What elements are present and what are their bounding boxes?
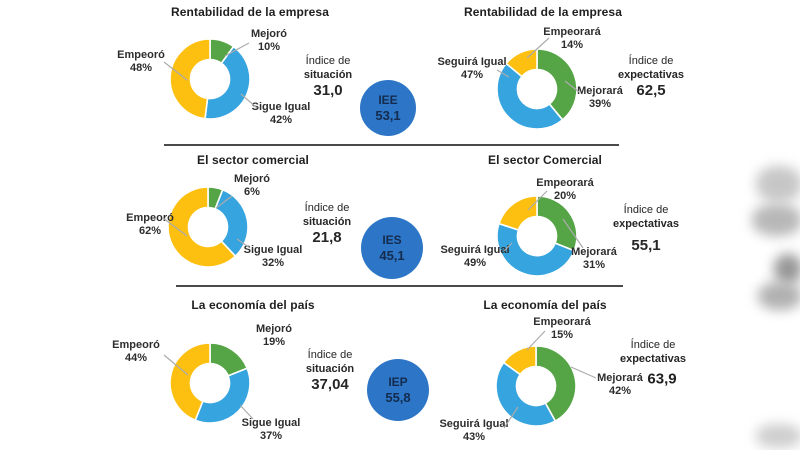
chart-title-economia-situacion: La economía del país: [191, 298, 315, 312]
index-name: expectativas: [612, 218, 680, 230]
slice-label: Empeoró 48%: [117, 49, 165, 74]
chart-title-rentabilidad-situacion: Rentabilidad de la empresa: [171, 5, 329, 19]
index-prefix: Índice de: [305, 55, 351, 67]
index-name: situación: [305, 363, 355, 375]
slice-label: Empeoró 62%: [126, 212, 174, 237]
watermark-blob: [756, 166, 800, 202]
index-value: 31,0: [313, 82, 343, 99]
index-name: situación: [303, 69, 353, 81]
circle-value: 45,1: [379, 247, 405, 263]
slice-label: Mejoró 19%: [255, 323, 293, 348]
index-name: expectativas: [619, 353, 687, 365]
watermark-blob: [756, 424, 800, 448]
slice-label: Seguirá Igual 43%: [439, 418, 509, 443]
index-value: 37,04: [311, 376, 349, 393]
index-circle-iep: IEP 55,8: [367, 359, 429, 421]
slice-label: Mejorará 31%: [571, 246, 617, 271]
index-circle-ies: IES 45,1: [361, 217, 423, 279]
slice-label: Seguirá Igual 49%: [440, 244, 510, 269]
divider-row2-row3: [176, 285, 623, 287]
index-name: expectativas: [617, 69, 685, 81]
index-name: situación: [302, 216, 352, 228]
slice-label: Sigue Igual 42%: [251, 101, 311, 126]
watermark-blob: [752, 204, 800, 236]
index-prefix: Índice de: [630, 339, 676, 351]
index-prefix: Índice de: [628, 55, 674, 67]
circle-code: IES: [382, 232, 402, 247]
index-expectativas-sector: Índice de expectativas 55,1: [586, 203, 706, 253]
chart-title-sector-situacion: El sector comercial: [197, 153, 309, 167]
watermark-blob: [758, 282, 800, 310]
slice-label: Empeorará 14%: [543, 26, 601, 51]
chart-title-economia-expectativas: La economía del país: [483, 298, 607, 312]
donut-chart-rentabilidad-situacion: [169, 38, 251, 120]
index-prefix: Índice de: [304, 202, 350, 214]
index-expectativas-rentabilidad: Índice de expectativas 62,5: [591, 54, 711, 98]
watermark-blob: [774, 254, 800, 284]
slice-label: Mejorará 39%: [577, 85, 623, 110]
circle-value: 53,1: [375, 107, 401, 123]
divider-row1-row2: [164, 144, 619, 146]
slice-label: Mejorará 42%: [597, 372, 643, 397]
index-prefix: Índice de: [623, 204, 669, 216]
index-expectativas-economia: Índice de expectativas: [593, 338, 713, 366]
index-value-economia-expectativas: 63,9: [647, 370, 677, 388]
slice-label: Mejoró 10%: [250, 28, 288, 53]
index-situacion-rentabilidad: Índice de situación 31,0: [268, 54, 388, 98]
index-situacion-sector: Índice de situación 21,8: [267, 201, 387, 245]
donut-chart-rentabilidad-expectativas: [496, 48, 578, 130]
slice-label: Seguirá Igual 47%: [437, 56, 507, 81]
slice-label: Sigue Igual 32%: [243, 244, 303, 269]
slice-label: Empeorará 15%: [533, 316, 591, 341]
chart-title-rentabilidad-expectativas: Rentabilidad de la empresa: [464, 5, 622, 19]
index-circle-iee: IEE 53,1: [360, 80, 416, 136]
index-value: 21,8: [312, 229, 342, 246]
circle-code: IEE: [378, 92, 398, 107]
slice-label: Empeoró 44%: [112, 339, 160, 364]
slice-label: Sigue Igual 37%: [241, 417, 301, 442]
circle-value: 55,8: [385, 389, 411, 405]
index-prefix: Índice de: [307, 349, 353, 361]
slice-label: Mejoró 6%: [233, 173, 271, 198]
index-situacion-economia: Índice de situación 37,04: [270, 348, 390, 392]
index-value: 55,1: [631, 237, 661, 254]
index-value: 62,5: [636, 82, 666, 99]
chart-title-sector-expectativas: El sector Comercial: [488, 153, 602, 167]
slice-label: Empeorará 20%: [536, 177, 594, 202]
circle-code: IEP: [388, 374, 408, 389]
